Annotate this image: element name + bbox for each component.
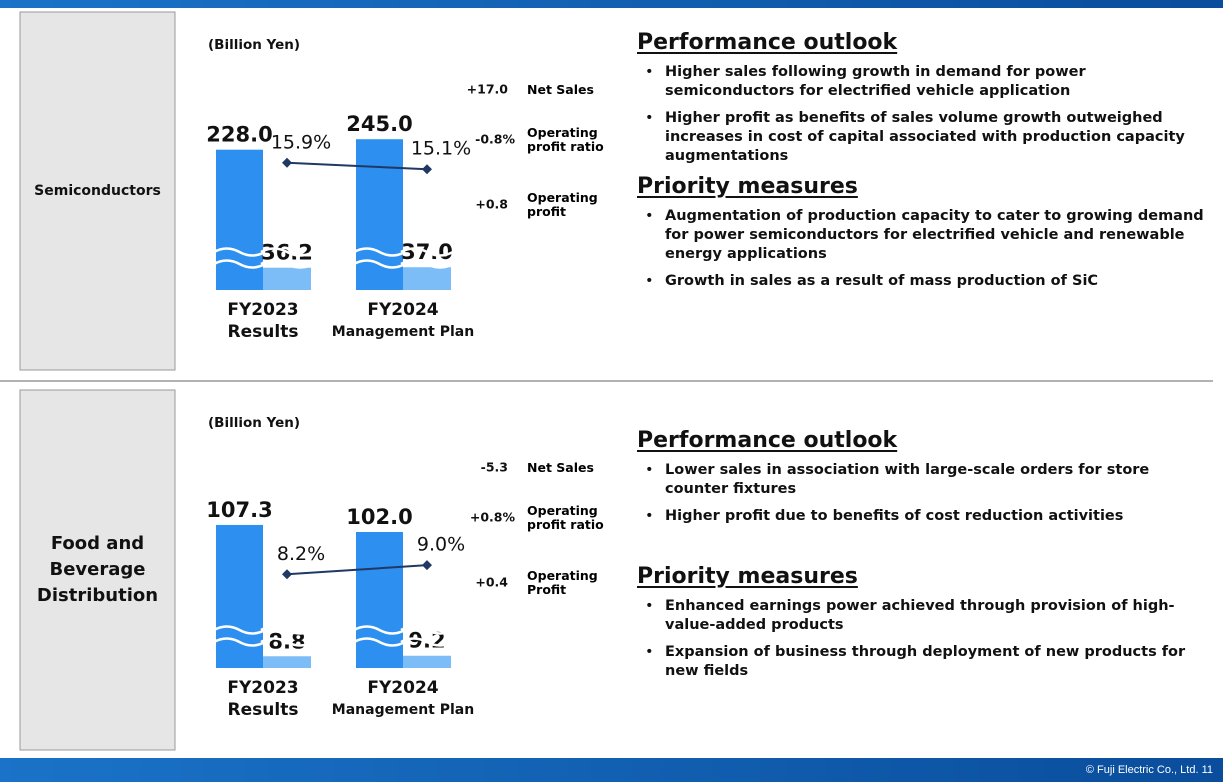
- bullet-list: Augmentation of production capacity to c…: [637, 207, 1207, 291]
- bar: [403, 267, 451, 290]
- axis-break: [400, 637, 454, 647]
- series-name: Operating profit: [527, 190, 598, 219]
- axis-break: [260, 247, 314, 257]
- axis-break: [353, 625, 406, 635]
- category-label: FY2024: [367, 300, 438, 320]
- bullet: Higher profit as benefits of sales volum…: [645, 109, 1207, 166]
- section: Performance outlook Lower sales in associ…: [637, 428, 1207, 526]
- axis-break: [213, 247, 266, 257]
- change-value: +0.8%: [470, 510, 516, 525]
- axis-break: [260, 637, 314, 647]
- unit-label: (Billion Yen): [208, 37, 300, 53]
- bullet-list: Enhanced earnings power achieved through…: [637, 597, 1207, 681]
- section-heading: Priority measures: [637, 174, 858, 199]
- axis-break: [353, 637, 406, 647]
- change-value: +17.0: [467, 82, 509, 97]
- category-label: FY2024: [367, 678, 438, 698]
- ratio-label: 8.2%: [277, 543, 325, 565]
- section: Priority measures Augmentation of product…: [637, 174, 1207, 291]
- bullet-list: Higher sales following growth in demand …: [637, 63, 1207, 166]
- change-value: +0.4: [475, 575, 508, 590]
- change-value: +0.8: [475, 197, 508, 212]
- top-bar: [0, 0, 1223, 8]
- ratio-marker: [422, 164, 432, 175]
- value-label: 245.0: [346, 112, 412, 136]
- ratio-marker: [422, 560, 432, 571]
- ratio-label: 9.0%: [417, 534, 465, 556]
- section: Priority measures Enhanced earnings power…: [637, 564, 1207, 681]
- bar: [263, 267, 311, 290]
- change-value: -5.3: [481, 460, 508, 475]
- axis-break: [213, 259, 266, 269]
- bullet: Lower sales in association with large-sc…: [645, 461, 1207, 499]
- section-heading: Performance outlook: [637, 30, 898, 55]
- ratio-marker: [282, 569, 292, 580]
- category-sublabel: Results: [228, 700, 299, 720]
- bullet-list: Lower sales in association with large-sc…: [637, 461, 1207, 526]
- change-value: -0.8%: [475, 132, 515, 147]
- footer: © Fuji Electric Co., Ltd. 11: [1086, 764, 1213, 776]
- bar: [216, 524, 263, 668]
- segment-box: [19, 11, 176, 371]
- category-sublabel: Results: [228, 322, 299, 342]
- axis-break: [260, 259, 314, 269]
- section-heading: Priority measures: [637, 564, 858, 589]
- section: Performance outlook Higher sales followin…: [637, 30, 1207, 166]
- series-name: Operating profit ratio: [527, 503, 604, 532]
- text-panel: Performance outlook Higher sales followin…: [637, 30, 1207, 299]
- bar: [263, 656, 311, 668]
- segment-label: Food and Beverage Distribution: [36, 533, 159, 606]
- axis-break: [213, 637, 266, 647]
- ratio-label: 15.1%: [411, 138, 471, 160]
- bar: [403, 655, 451, 668]
- footer-bar: [0, 758, 1223, 782]
- bullet: Enhanced earnings power achieved through…: [645, 597, 1207, 635]
- axis-break: [400, 247, 454, 257]
- ratio-line: [286, 564, 428, 576]
- axis-break: [353, 247, 406, 257]
- axis-break: [213, 625, 266, 635]
- series-name: Net Sales: [527, 82, 594, 97]
- bullet: Augmentation of production capacity to c…: [645, 207, 1207, 264]
- bar: [216, 149, 263, 290]
- segment-box: [19, 389, 176, 751]
- value-label: 102.0: [346, 505, 412, 529]
- value-label: 107.3: [206, 498, 272, 522]
- series-name: Net Sales: [527, 460, 594, 475]
- axis-break: [400, 625, 454, 635]
- series-name: Operating profit ratio: [527, 125, 604, 154]
- bullet: Higher sales following growth in demand …: [645, 63, 1207, 101]
- axis-break: [353, 259, 406, 269]
- bullet: Expansion of business through deployment…: [645, 643, 1207, 681]
- bullet: Growth in sales as a result of mass prod…: [645, 272, 1207, 291]
- category-label: FY2023: [227, 300, 298, 320]
- category-sublabel: Management Plan: [332, 324, 474, 340]
- axis-break: [400, 259, 454, 269]
- bar: [356, 532, 403, 668]
- series-name: Operating Profit: [527, 568, 598, 597]
- category-sublabel: Management Plan: [332, 702, 474, 718]
- section-heading: Performance outlook: [637, 428, 898, 453]
- text-panel: Performance outlook Lower sales in associ…: [637, 428, 1207, 689]
- value-label: 228.0: [206, 123, 272, 147]
- category-label: FY2023: [227, 678, 298, 698]
- segment-label: Semiconductors: [34, 183, 161, 199]
- bullet: Higher profit due to benefits of cost re…: [645, 507, 1207, 526]
- unit-label: (Billion Yen): [208, 415, 300, 431]
- axis-break: [260, 625, 314, 635]
- ratio-line: [286, 161, 428, 171]
- ratio-marker: [282, 157, 292, 168]
- ratio-label: 15.9%: [271, 131, 331, 153]
